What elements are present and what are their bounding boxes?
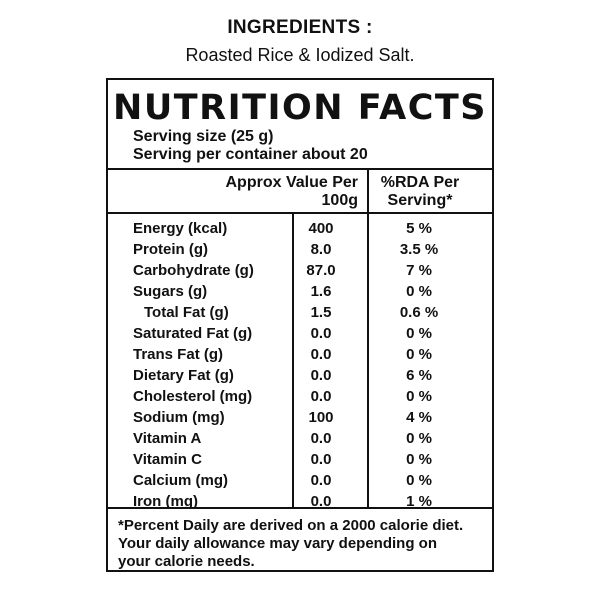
divider-footer [108, 507, 492, 509]
nutrient-rda: 4 % [406, 409, 432, 426]
divider-top [108, 168, 492, 170]
column-header-value-line1: Approx Value Per [225, 174, 359, 191]
footnote-line-1: *Percent Daily are derived on a 2000 cal… [118, 517, 464, 534]
nutrient-rda: 5 % [406, 220, 432, 237]
nutrient-value: 1.5 [310, 304, 332, 321]
nutrient-name: Trans Fat (g) [133, 346, 224, 363]
nutrient-rda: 0 % [406, 430, 432, 447]
nutrition-facts-panel: NUTRITION FACTS Serving size (25 g) Serv… [106, 78, 494, 572]
table-row: Trans Fat (g) 0.0 0 % [108, 346, 492, 367]
footnote-line-2: Your daily allowance may vary depending … [118, 535, 437, 552]
table-row: Sodium (mg) 100 4 % [108, 409, 492, 430]
table-row: Vitamin C 0.0 0 % [108, 451, 492, 472]
nutrient-rda: 0 % [406, 325, 432, 342]
footnote: *Percent Daily are derived on a 2000 cal… [118, 517, 486, 571]
table-row: Energy (kcal) 400 5 % [108, 220, 492, 241]
table-row: Cholesterol (mg) 0.0 0 % [108, 388, 492, 409]
nutrient-name: Saturated Fat (g) [133, 325, 253, 342]
nutrient-value: 0.0 [310, 388, 332, 405]
nutrient-name: Sugars (g) [133, 283, 208, 300]
table-row: Vitamin A 0.0 0 % [108, 430, 492, 451]
nutrient-value: 0.0 [310, 346, 332, 363]
nutrient-name: Vitamin C [133, 451, 202, 468]
column-header-value: Approx Value Per 100g [180, 174, 359, 210]
table-row: Calcium (mg) 0.0 0 % [108, 472, 492, 493]
column-divider-1 [292, 212, 294, 507]
nutrient-name: Dietary Fat (g) [133, 367, 234, 384]
nutrient-rda: 3.5 % [399, 241, 439, 258]
nutrient-name: Energy (kcal) [133, 220, 228, 237]
nutrient-name: Carbohydrate (g) [133, 262, 254, 279]
nutrition-facts-title: NUTRITION FACTS [113, 88, 487, 128]
nutrient-rda: 7 % [406, 262, 432, 279]
ingredients-text: Roasted Rice & Iodized Salt. [185, 45, 415, 65]
nutrient-rda: 6 % [406, 367, 432, 384]
nutrient-name: Vitamin A [133, 430, 202, 447]
nutrient-name: Calcium (mg) [133, 472, 229, 489]
column-header-value-line2: 100g [321, 192, 358, 209]
nutrient-name: Protein (g) [133, 241, 208, 258]
ingredients-title: INGREDIENTS : [227, 17, 373, 38]
nutrient-name: Total Fat (g) [144, 304, 229, 321]
nutrient-name: Iron (mg) [133, 493, 198, 510]
nutrient-rda: 0 % [406, 346, 432, 363]
nutrient-value: 0.0 [310, 451, 332, 468]
nutrient-value: 400 [308, 220, 334, 237]
nutrient-rda: 0 % [406, 472, 432, 489]
divider-header [108, 212, 492, 214]
footnote-line-3: your calorie needs. [118, 553, 255, 570]
nutrient-value: 0.0 [310, 430, 332, 447]
servings-per-container: Serving per container about 20 [133, 146, 368, 163]
table-row: Carbohydrate (g) 87.0 7 % [108, 262, 492, 283]
column-divider-2 [367, 170, 369, 507]
nutrient-value: 0.0 [310, 367, 332, 384]
nutrient-value: 1.6 [310, 283, 332, 300]
nutrient-rda: 0 % [406, 283, 432, 300]
nutrient-rda: 1 % [406, 493, 432, 510]
nutrient-name: Cholesterol (mg) [133, 388, 253, 405]
table-row: Sugars (g) 1.6 0 % [108, 283, 492, 304]
table-row: Protein (g) 8.0 3.5 % [108, 241, 492, 262]
table-row: Iron (mg) 0.0 1 % [108, 493, 492, 514]
table-row: Saturated Fat (g) 0.0 0 % [108, 325, 492, 346]
nutrient-rda: 0 % [406, 388, 432, 405]
nutrient-value: 8.0 [310, 241, 332, 258]
table-row: Total Fat (g) 1.5 0.6 % [108, 304, 492, 325]
nutrient-rda: 0.6 % [399, 304, 439, 321]
nutrient-value: 100 [308, 409, 334, 426]
column-header-rda-line1: %RDA Per [380, 174, 460, 191]
nutrient-value: 0.0 [310, 493, 332, 510]
nutrient-name: Sodium (mg) [133, 409, 225, 426]
table-row: Dietary Fat (g) 0.0 6 % [108, 367, 492, 388]
nutrient-rda: 0 % [406, 451, 432, 468]
column-header-rda: %RDA Per Serving* [370, 174, 470, 210]
nutrient-value: 0.0 [310, 472, 332, 489]
serving-size: Serving size (25 g) [133, 128, 274, 145]
column-header-rda-line2: Serving* [387, 192, 453, 209]
nutrient-value: 0.0 [310, 325, 332, 342]
nutrient-value: 87.0 [306, 262, 336, 279]
